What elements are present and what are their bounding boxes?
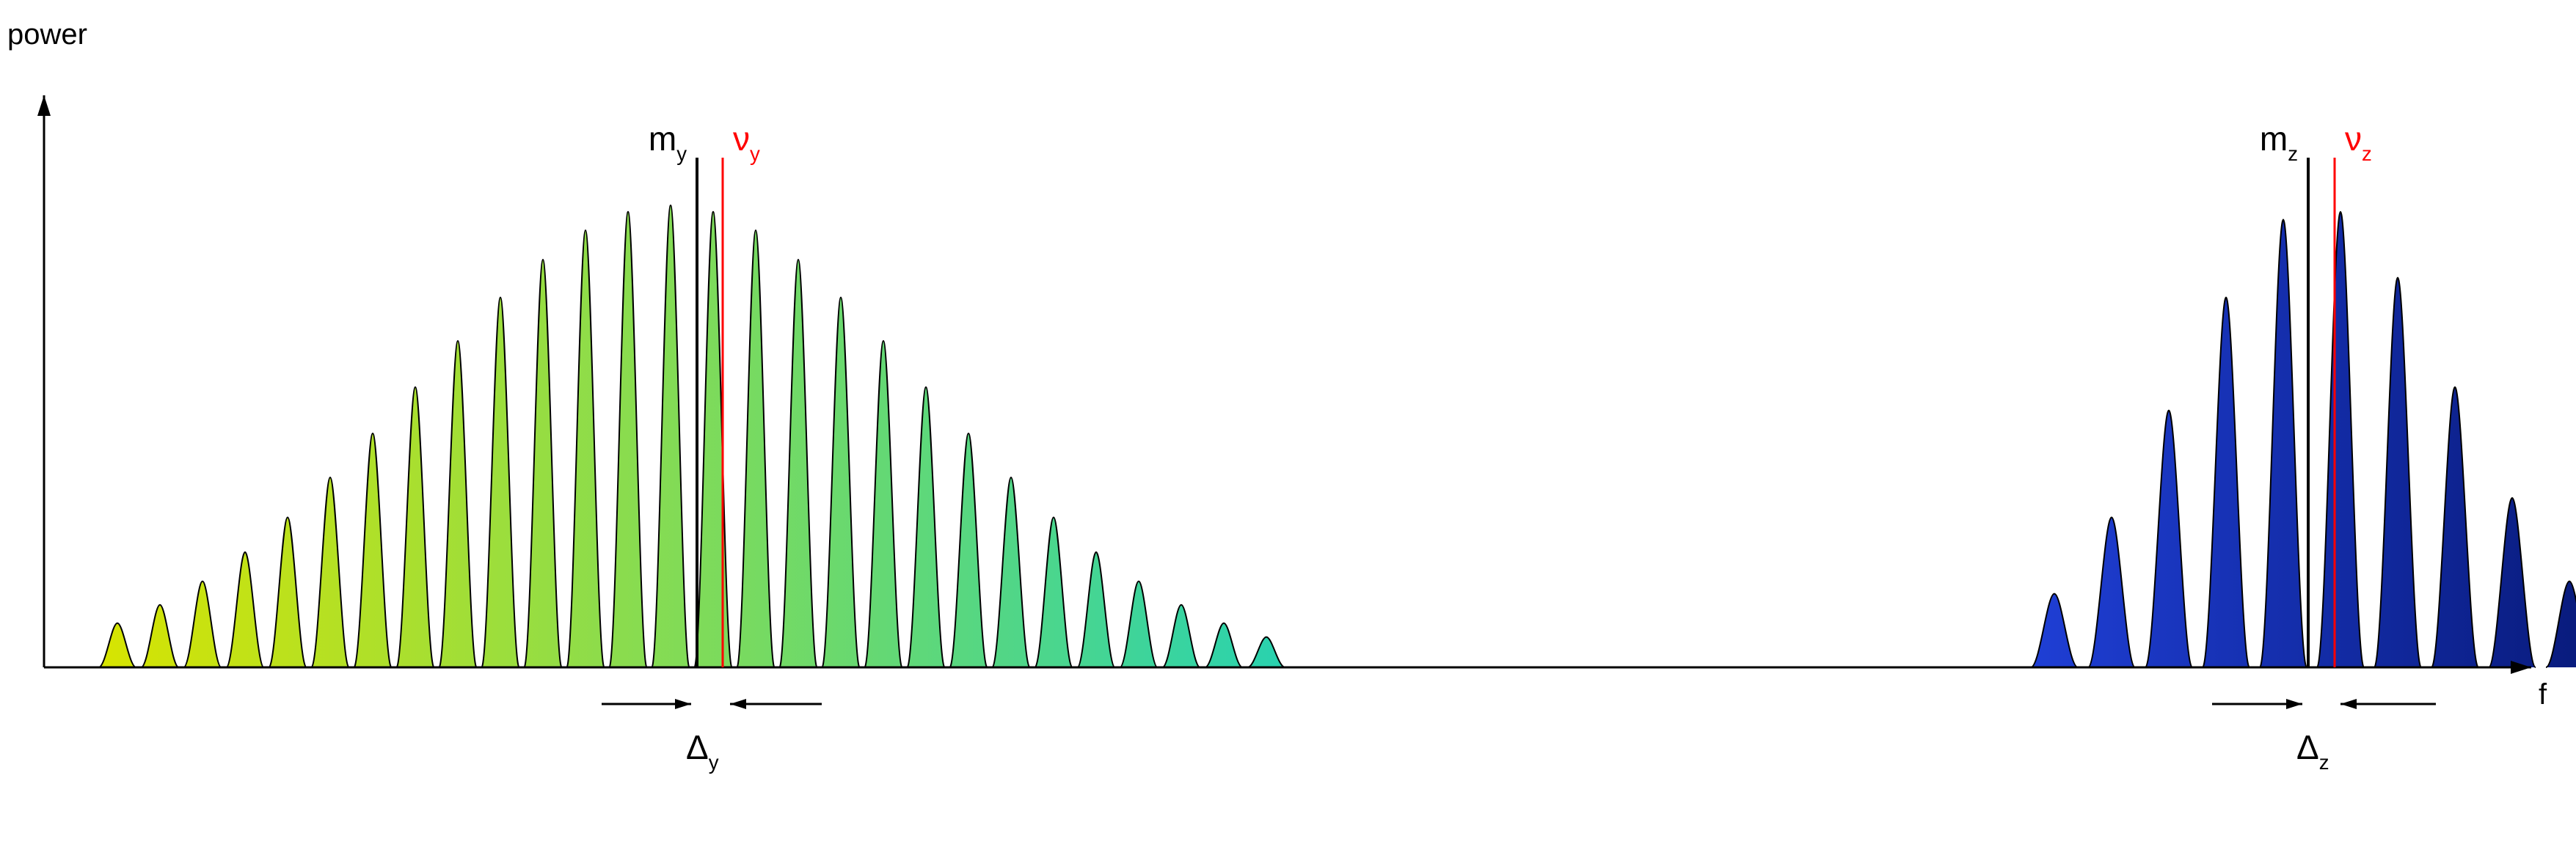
y_group-delta bbox=[602, 699, 822, 709]
z_group-delta bbox=[2212, 699, 2436, 709]
y_group bbox=[94, 205, 1290, 667]
y-axis-arrowhead bbox=[37, 95, 51, 116]
x-axis-label: f bbox=[2539, 678, 2547, 711]
z_group bbox=[2025, 212, 2576, 667]
y_group-fill bbox=[94, 205, 1290, 667]
y_group-label-m: my bbox=[649, 120, 687, 165]
labels-layer: my νy Δy mz νz Δz bbox=[649, 120, 2372, 774]
z_group-delta-left-head bbox=[2286, 699, 2302, 709]
y_group-label-nu: νy bbox=[733, 120, 760, 165]
y-axis-label: power bbox=[7, 18, 87, 51]
y_group-delta-label: Δy bbox=[686, 728, 719, 774]
z_group-label-nu: νz bbox=[2345, 120, 2372, 165]
peaks-layer bbox=[94, 205, 2576, 667]
y_group-delta-left-head bbox=[675, 699, 691, 709]
z_group-delta-right-head bbox=[2340, 699, 2357, 709]
z_group-delta-label: Δz bbox=[2296, 728, 2329, 774]
spectrum-diagram: power f my νy Δy mz νz Δz bbox=[0, 0, 2576, 847]
z_group-label-m: mz bbox=[2260, 120, 2298, 165]
y_group-delta-right-head bbox=[730, 699, 746, 709]
